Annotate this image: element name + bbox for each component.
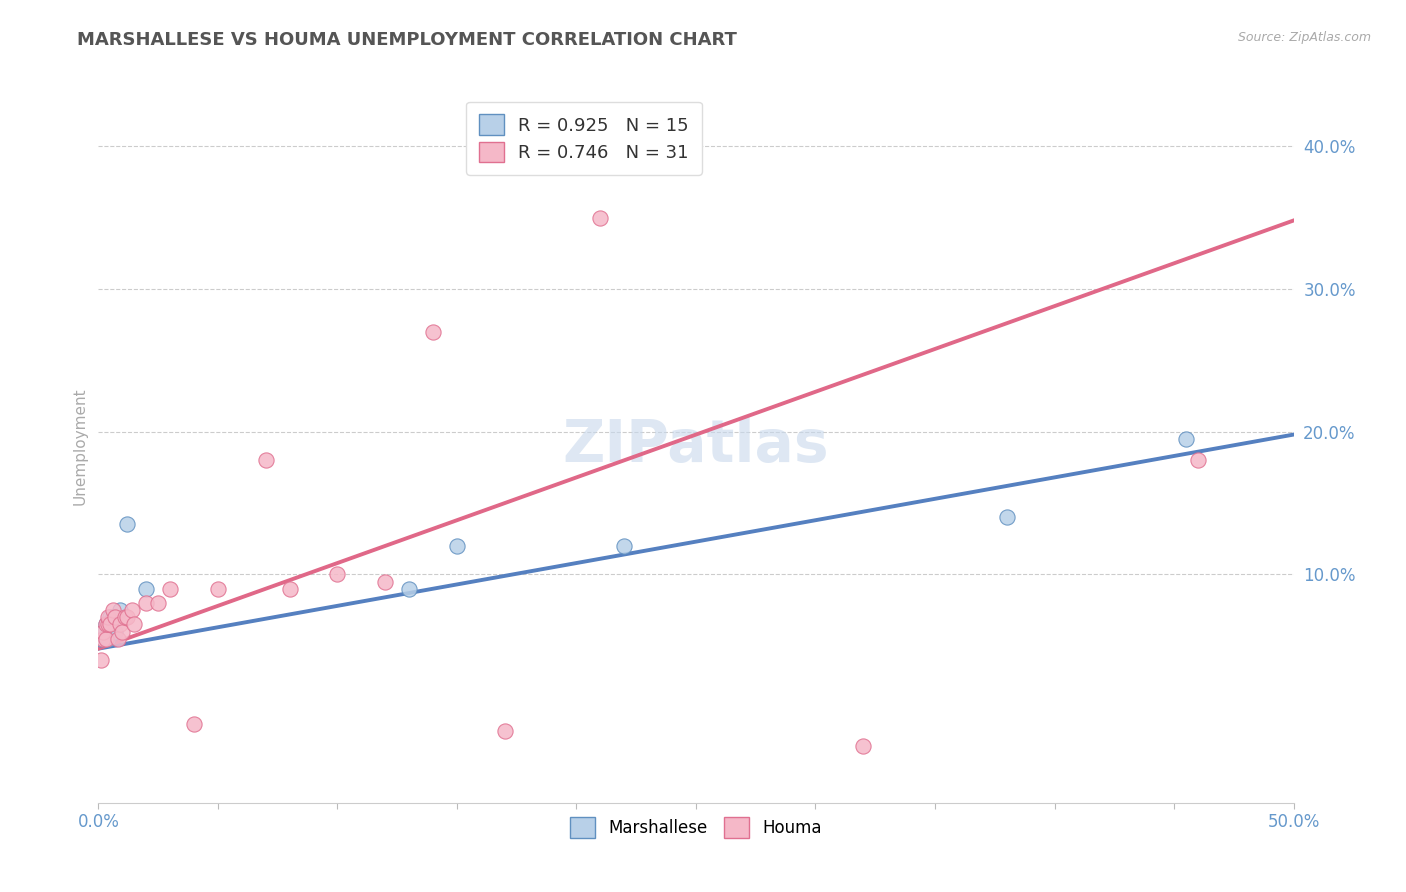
- Point: [124, 617, 146, 632]
- Text: Source: ZipAtlas.com: Source: ZipAtlas.com: [1237, 31, 1371, 45]
- Point: [97, 632, 120, 646]
- Point: [589, 211, 612, 225]
- Point: [852, 739, 875, 753]
- Point: [398, 582, 420, 596]
- Point: [995, 510, 1018, 524]
- Point: [115, 517, 138, 532]
- Point: [104, 610, 127, 624]
- Point: [207, 582, 229, 596]
- Legend: Marshallese, Houma: Marshallese, Houma: [564, 811, 828, 845]
- Point: [183, 717, 205, 731]
- Point: [278, 582, 301, 596]
- Point: [121, 603, 143, 617]
- Point: [254, 453, 277, 467]
- Point: [148, 596, 170, 610]
- Point: [1175, 432, 1198, 446]
- Point: [422, 325, 444, 339]
- Point: [90, 632, 112, 646]
- Point: [97, 610, 120, 624]
- Point: [94, 617, 117, 632]
- Point: [91, 632, 114, 646]
- Point: [494, 724, 516, 739]
- Point: [135, 582, 157, 596]
- Y-axis label: Unemployment: Unemployment: [72, 387, 87, 505]
- Point: [104, 624, 127, 639]
- Text: ZIPatlas: ZIPatlas: [562, 417, 830, 475]
- Point: [108, 617, 131, 632]
- Point: [97, 617, 120, 632]
- Point: [135, 596, 157, 610]
- Point: [101, 610, 124, 624]
- Point: [111, 624, 134, 639]
- Point: [101, 603, 124, 617]
- Point: [108, 603, 131, 617]
- Point: [115, 610, 138, 624]
- Point: [446, 539, 468, 553]
- Point: [107, 632, 129, 646]
- Point: [159, 582, 181, 596]
- Point: [98, 610, 122, 624]
- Point: [90, 653, 112, 667]
- Point: [374, 574, 396, 589]
- Point: [91, 624, 114, 639]
- Point: [1187, 453, 1209, 467]
- Point: [94, 632, 117, 646]
- Text: MARSHALLESE VS HOUMA UNEMPLOYMENT CORRELATION CHART: MARSHALLESE VS HOUMA UNEMPLOYMENT CORREL…: [77, 31, 737, 49]
- Point: [613, 539, 636, 553]
- Point: [326, 567, 349, 582]
- Point: [91, 624, 114, 639]
- Point: [94, 617, 117, 632]
- Point: [114, 610, 136, 624]
- Point: [98, 617, 122, 632]
